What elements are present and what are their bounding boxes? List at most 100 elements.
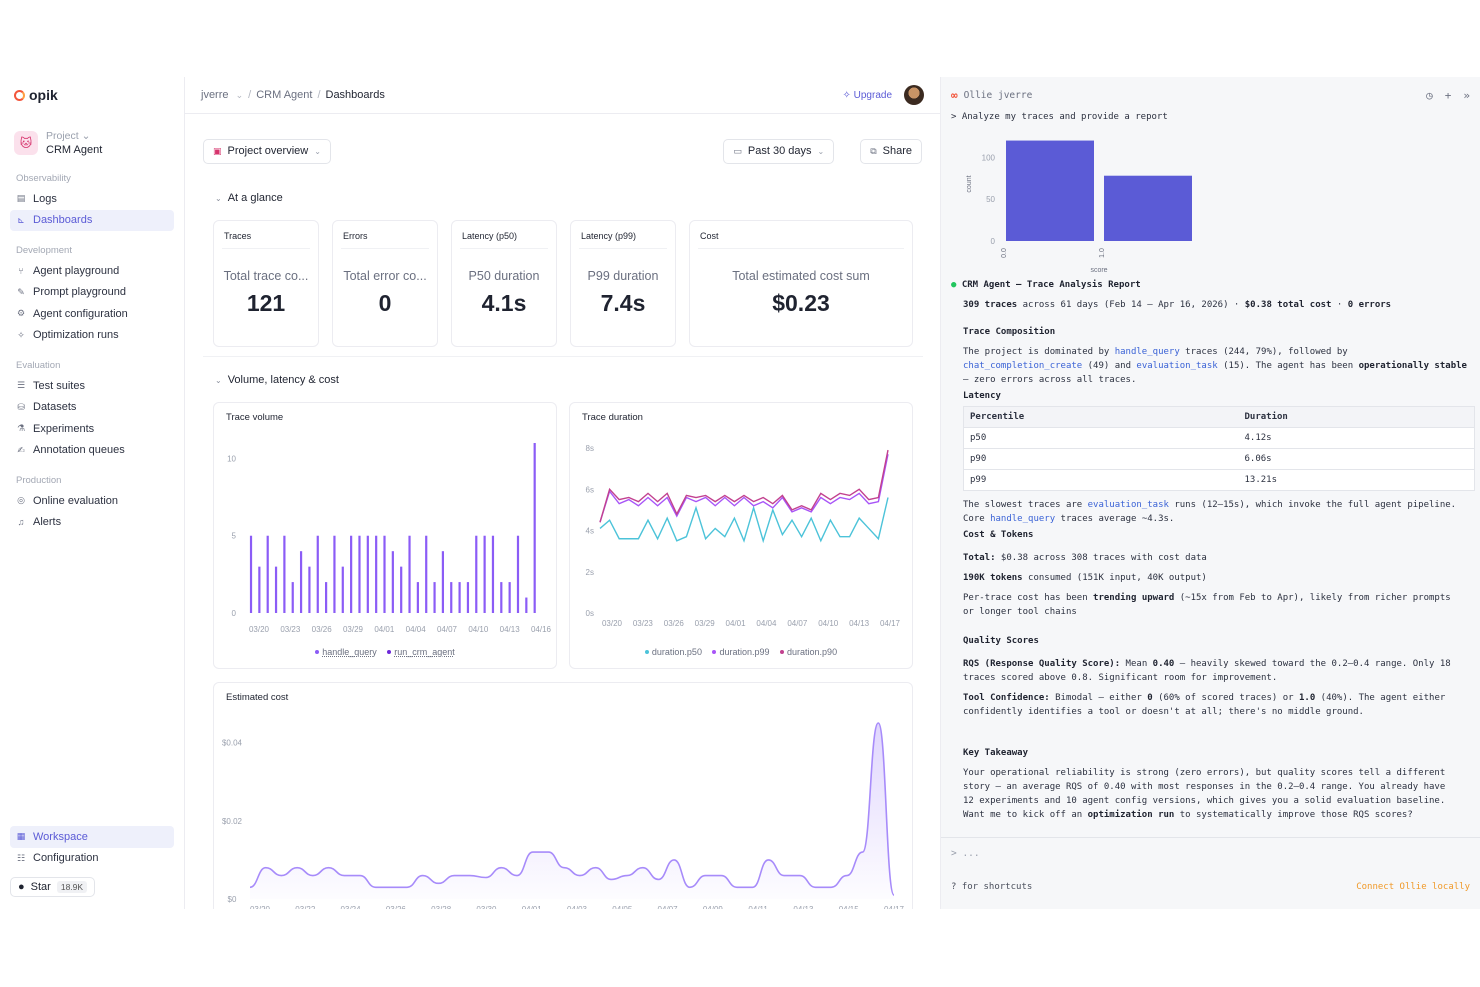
copy-icon: ⧉: [870, 145, 877, 156]
bar[interactable]: [316, 535, 319, 613]
bar[interactable]: [441, 551, 445, 613]
text-bold: 0: [1147, 693, 1153, 703]
section-at-a-glance[interactable]: ⌄ At a glance: [185, 191, 313, 205]
y-tick-label: 4s: [586, 527, 594, 536]
x-tick-label: 04/04: [406, 625, 427, 634]
plus-icon[interactable]: +: [1444, 89, 1452, 102]
date-range-select[interactable]: ▭ Past 30 days ⌄: [723, 138, 835, 164]
breadcrumb-project[interactable]: CRM Agent: [256, 89, 313, 101]
chevron-down-icon: ⌄: [235, 90, 244, 100]
sidebar-item-configuration[interactable]: ☷ Configuration: [10, 848, 174, 870]
opik-logo[interactable]: opik: [10, 77, 174, 113]
bar[interactable]: [508, 582, 511, 613]
sidebar-item-test-suites[interactable]: ☰ Test suites: [10, 375, 174, 397]
bar[interactable]: [533, 443, 536, 613]
github-star-button[interactable]: ● Star 18.9K: [10, 877, 96, 897]
workspace-switcher[interactable]: jverre ⌄: [201, 89, 243, 101]
histogram-bar[interactable]: [1104, 175, 1192, 241]
series-line-duration-p50[interactable]: [599, 497, 889, 544]
kpi-card-errors: Errors Total error co... 0: [332, 220, 438, 347]
bar[interactable]: [408, 535, 411, 613]
upgrade-link[interactable]: ✧ Upgrade: [842, 90, 892, 101]
bar[interactable]: [333, 535, 336, 613]
legend-item[interactable]: duration.p99: [712, 647, 770, 657]
collapse-icon[interactable]: »: [1463, 89, 1470, 102]
sidebar-item-logs[interactable]: ▤ Logs: [10, 188, 174, 210]
user-avatar[interactable]: [904, 85, 924, 105]
sidebar-item-annotation-queues[interactable]: ✍ Annotation queues: [10, 440, 174, 462]
sidebar-item-alerts[interactable]: ♫ Alerts: [10, 512, 174, 534]
sidebar-item-prompt-playground[interactable]: ✎ Prompt playground: [10, 282, 174, 304]
annotate-icon: ✍: [17, 444, 25, 455]
legend-item[interactable]: run_crm_agent: [387, 647, 455, 657]
bar[interactable]: [491, 535, 495, 613]
trace-name-link[interactable]: evaluation_task: [1136, 361, 1218, 371]
bar[interactable]: [375, 535, 378, 613]
sidebar-item-dashboards[interactable]: ⊾ Dashboards: [10, 209, 174, 231]
sidebar-item-agent-configuration[interactable]: ⚙ Agent configuration: [10, 303, 174, 325]
histogram-bar[interactable]: [1006, 140, 1094, 241]
bar[interactable]: [416, 582, 419, 613]
bar[interactable]: [249, 535, 253, 613]
history-icon[interactable]: ◷: [1426, 89, 1433, 102]
connect-ollie-link[interactable]: Connect Ollie locally: [1356, 882, 1470, 892]
sidebar-item-online-evaluation[interactable]: ◎ Online evaluation: [10, 490, 174, 512]
bar[interactable]: [400, 566, 403, 613]
bar[interactable]: [350, 535, 353, 613]
online-eval-icon: ◎: [17, 495, 25, 506]
bar[interactable]: [450, 582, 453, 613]
section-volume-latency-cost[interactable]: ⌄ Volume, latency & cost: [185, 373, 369, 387]
cost-line[interactable]: [249, 722, 895, 896]
dashboard-select[interactable]: ▣ Project overview ⌄: [203, 138, 331, 164]
card-subtitle: Total estimated cost sum: [732, 269, 870, 283]
sidebar-item-workspace[interactable]: ▦ Workspace: [10, 826, 174, 848]
bar[interactable]: [325, 582, 328, 613]
bar[interactable]: [458, 582, 461, 613]
trace-name-link[interactable]: chat_completion_create: [963, 361, 1083, 371]
bar[interactable]: [516, 535, 520, 613]
bar[interactable]: [283, 535, 286, 613]
bar[interactable]: [366, 535, 369, 613]
sidebar: opik 🐱 Project ⌄ CRM Agent Observability…: [0, 77, 185, 909]
trace-name-link[interactable]: handle_query: [1114, 347, 1180, 357]
share-button[interactable]: ⧉ Share: [860, 138, 922, 164]
trace-name-link[interactable]: evaluation_task: [1087, 500, 1169, 510]
legend-item[interactable]: handle_query: [315, 647, 377, 657]
bar[interactable]: [425, 535, 428, 613]
legend-item[interactable]: duration.p90: [780, 647, 837, 657]
bar[interactable]: [266, 535, 269, 613]
bar[interactable]: [299, 551, 303, 613]
bar[interactable]: [433, 582, 436, 613]
text-span: traces scored above 0.8. Significant roo…: [963, 673, 1278, 683]
ollie-chat-input[interactable]: > ...: [941, 837, 1480, 873]
bar[interactable]: [391, 551, 394, 613]
sidebar-item-optimization-runs[interactable]: ✧ Optimization runs: [10, 325, 174, 347]
bar[interactable]: [358, 535, 361, 613]
bar[interactable]: [475, 535, 478, 613]
bar[interactable]: [525, 597, 528, 613]
bar[interactable]: [274, 566, 278, 613]
trace-volume-panel: Trace volume 0 5 10 03/20 03/23 03/26 03/29 04/…: [213, 402, 557, 669]
bar[interactable]: [291, 582, 294, 613]
card-title: Latency (p99): [579, 221, 667, 249]
bar[interactable]: [258, 566, 261, 613]
trace-name-link[interactable]: handle_query: [990, 514, 1056, 524]
series-line-duration-p99[interactable]: [599, 454, 889, 523]
series-line-duration-p90[interactable]: [599, 449, 889, 523]
bar[interactable]: [341, 566, 344, 613]
project-switcher[interactable]: 🐱 Project ⌄ CRM Agent: [10, 127, 174, 159]
bar[interactable]: [483, 535, 486, 613]
tests-icon: ☰: [16, 380, 26, 391]
text-span: (49) and: [1082, 361, 1137, 371]
x-tick-label: 04/10: [468, 625, 489, 634]
sidebar-item-datasets[interactable]: ⛁ Datasets: [10, 397, 174, 419]
legend-item[interactable]: duration.p50: [644, 647, 702, 657]
bar[interactable]: [466, 582, 470, 613]
bar[interactable]: [383, 535, 386, 613]
bar[interactable]: [308, 566, 311, 613]
x-tick-label: 04/05: [612, 905, 633, 909]
x-tick-label: 04/01: [374, 625, 395, 634]
bar[interactable]: [500, 582, 503, 613]
sidebar-item-agent-playground[interactable]: ⑂ Agent playground: [10, 260, 174, 282]
sidebar-item-experiments[interactable]: ⚗ Experiments: [10, 418, 174, 440]
